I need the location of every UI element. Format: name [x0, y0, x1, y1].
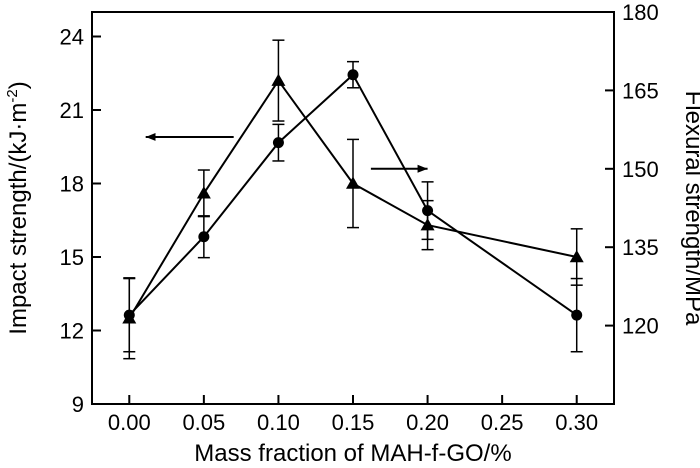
y-axis-left-label-main: Impact strength/(kJ·m: [5, 103, 32, 335]
data-point-circle: [198, 231, 210, 243]
y-axis-left-label-close: ): [5, 81, 32, 89]
data-point-circle: [422, 205, 434, 217]
annotation-layer: [145, 132, 428, 173]
y-left-tick-label: 21: [60, 98, 84, 123]
ticks-layer: 0.00 0.05 0.10 0.15 0.20 0.25 0.30 9 12 15 18 21 24 1…: [60, 0, 659, 435]
y-right-tick-label: 165: [622, 78, 659, 103]
series-right-circle: [123, 60, 583, 353]
x-tick-label: 0.15: [332, 410, 375, 435]
x-tick-label: 0.30: [555, 410, 598, 435]
x-tick-label: 0.00: [108, 410, 151, 435]
series-layer: [122, 39, 584, 360]
data-point-triangle: [271, 73, 286, 86]
y-left-tick-label: 9: [72, 392, 84, 417]
y-left-tick-label: 15: [60, 245, 84, 270]
data-point-circle: [347, 69, 359, 81]
data-point-circle: [123, 309, 135, 321]
y-left-tick-label: 12: [60, 319, 84, 344]
x-axis-label: Mass fraction of MAH-f-GO/%: [194, 440, 511, 467]
x-tick-label: 0.25: [481, 410, 524, 435]
x-tick-label: 0.10: [257, 410, 300, 435]
y-axis-right-label: Flexural strength/MPa: [680, 91, 700, 326]
series-line: [128, 78, 577, 319]
data-point-circle: [272, 137, 284, 149]
y-left-tick-label: 24: [60, 25, 84, 50]
data-point-triangle: [196, 186, 211, 199]
y-right-tick-label: 180: [622, 0, 659, 25]
x-tick-label: 0.05: [182, 410, 225, 435]
x-tick-label: 0.20: [406, 410, 449, 435]
y-axis-left-label-exponent: -2: [4, 89, 21, 102]
series-line: [128, 73, 578, 316]
data-point-circle: [571, 309, 583, 321]
y-axis-left-label: Impact strength/(kJ·m-2): [4, 81, 32, 334]
y-right-tick-label: 120: [622, 314, 659, 339]
data-point-triangle: [569, 250, 584, 263]
data-point-triangle: [346, 176, 360, 189]
y-right-tick-label: 150: [622, 157, 659, 182]
y-right-tick-label: 135: [622, 235, 659, 260]
y-left-tick-label: 18: [60, 172, 84, 197]
